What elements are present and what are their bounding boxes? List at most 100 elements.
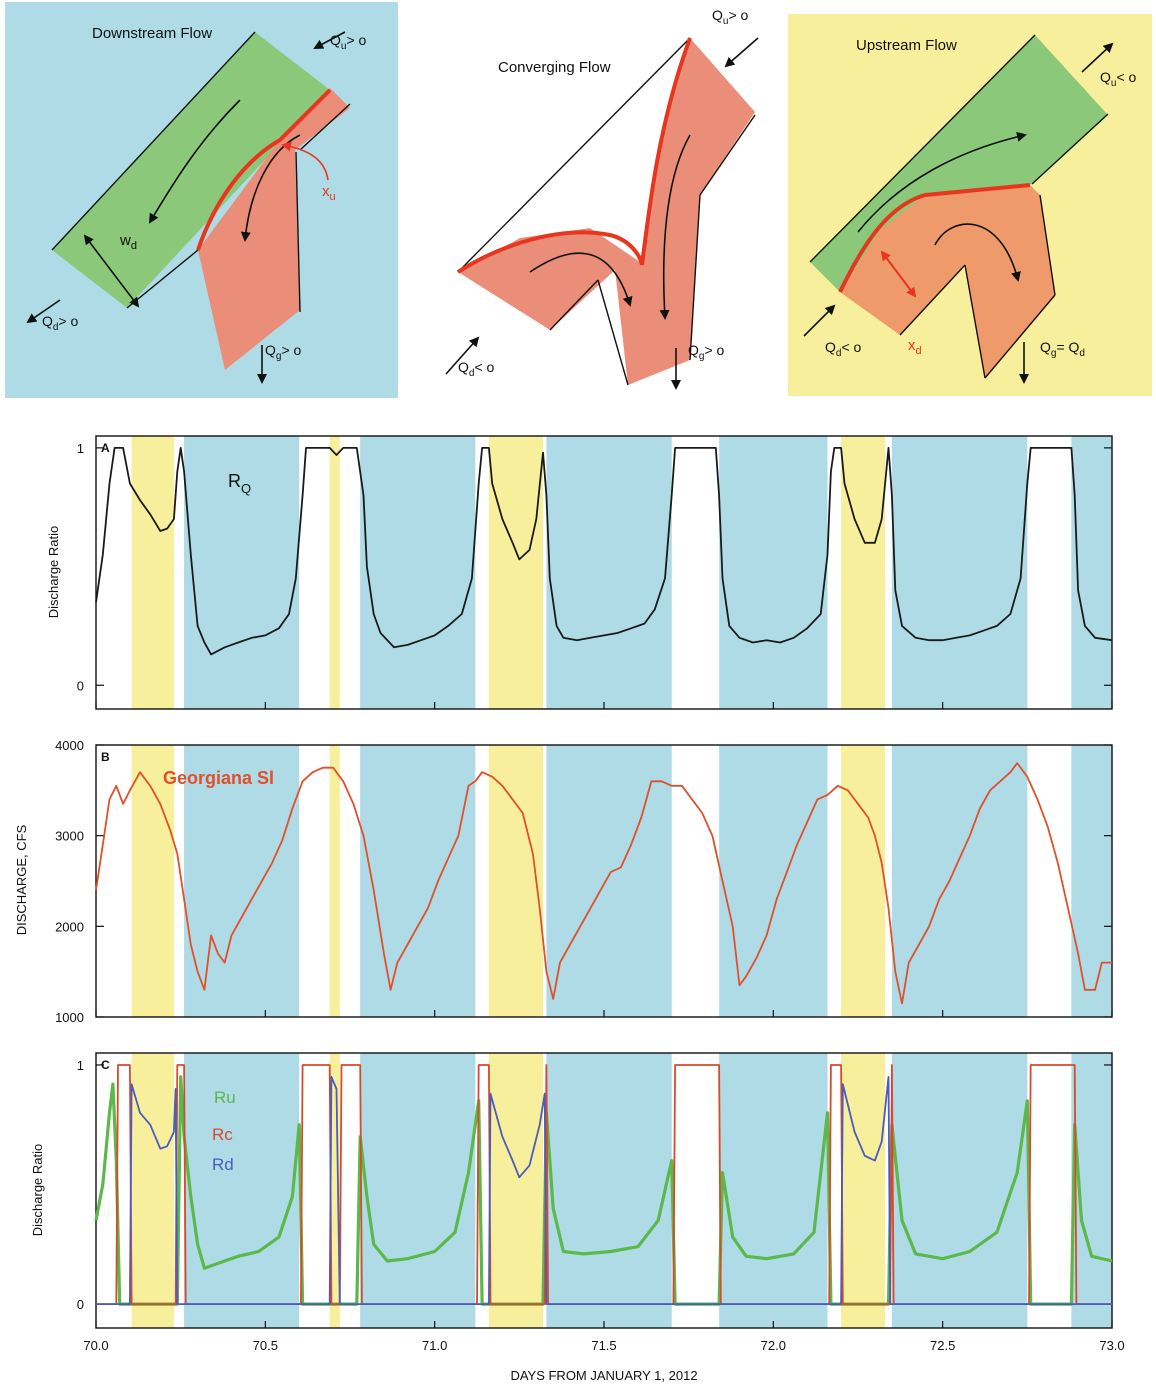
downstream-bank-upper xyxy=(51,31,256,251)
upstream-qg-label: Qg= Qd xyxy=(1040,339,1085,359)
upstream-front-line xyxy=(838,183,1031,293)
panel-c-shade-blue-5 xyxy=(1071,1053,1112,1328)
panel-c-letter: C xyxy=(101,1058,110,1072)
downstream-front-line xyxy=(196,88,332,251)
panel-b-shading xyxy=(131,745,1112,1017)
converging-bank-lower-b xyxy=(597,279,629,386)
x-tick-label-5: 72.5 xyxy=(930,1338,955,1353)
panel-a-shading xyxy=(131,436,1112,709)
panel-a-shade-yellow-0 xyxy=(131,436,174,709)
x-axis-label: DAYS FROM JANUARY 1, 2012 xyxy=(510,1368,697,1383)
legend-ru: Ru xyxy=(214,1088,236,1107)
panel-a-shade-blue-0 xyxy=(184,436,300,709)
converging-right-arrow xyxy=(659,134,691,320)
panel-a-shade-yellow-3 xyxy=(841,436,886,709)
panel-a-ytick-label-1: 1 xyxy=(77,441,84,456)
downstream-qg-label: Qg> o xyxy=(265,342,302,362)
panel-c-xticks: 70.0 70.5 71.0 71.5 72.0 72.5 73.0 xyxy=(83,1338,1124,1353)
panel-a-letter: A xyxy=(101,441,110,455)
panel-b-series-georgiana-sl xyxy=(95,762,1112,1005)
converging-bank-right-b xyxy=(689,194,701,361)
downstream-qu-arrow xyxy=(313,31,346,49)
converging-qg-label: Qg> o xyxy=(688,342,725,362)
downstream-title: Downstream Flow xyxy=(92,25,212,42)
converging-channel xyxy=(458,38,755,385)
upstream-title: Upstream Flow xyxy=(856,37,957,54)
legend-rc: Rc xyxy=(212,1125,233,1144)
panel-b-ticks: 1000 2000 3000 4000 xyxy=(55,738,1113,1025)
panel-c: 0 1 C Discharge Ratio Ru Rc Rd 70.0 70.5 71… xyxy=(30,1052,1125,1383)
converging-qd-arrow xyxy=(445,336,480,375)
upstream-bank-lower xyxy=(1031,113,1109,185)
panel-b-shade-blue-0 xyxy=(184,745,300,1017)
downstream-flow-arrow xyxy=(148,99,241,224)
x-tick-label-0: 70.0 xyxy=(83,1338,108,1353)
panel-a-shade-blue-1 xyxy=(360,436,476,709)
panel-c-shade-yellow-1 xyxy=(329,1053,340,1328)
panel-b-ylabel: DISCHARGE, CFS xyxy=(14,824,29,935)
panel-c-shade-blue-3 xyxy=(719,1053,828,1328)
downstream-qd-arrow xyxy=(26,299,61,324)
panel-a-series-rq xyxy=(95,447,1113,656)
upstream-branch-bank-a xyxy=(1039,194,1056,296)
panel-c-shading xyxy=(131,1053,1112,1328)
downstream-branch-arrow xyxy=(240,134,301,242)
converging-front-left xyxy=(456,230,644,274)
panel-a-ticks: 01 xyxy=(77,441,1113,709)
panel-c-ytick-label-1: 1 xyxy=(77,1058,84,1073)
panel-a-series-label: RQ xyxy=(228,471,251,496)
x-tick-label-6: 73.0 xyxy=(1099,1338,1124,1353)
panel-a-shade-blue-3 xyxy=(719,436,828,709)
panel-b-ytick-label-0: 1000 xyxy=(55,1010,84,1025)
diagram-upstream: Upstream Flow Qu< o Qd< o Qg= Qd xd xyxy=(788,14,1152,396)
upstream-qd-label: Qd< o xyxy=(825,339,862,359)
panel-a-ytick-label-0: 0 xyxy=(77,678,84,693)
panel-b-shade-yellow-2 xyxy=(488,745,544,1017)
panel-c-shade-yellow-3 xyxy=(841,1053,886,1328)
downstream-branch-channel xyxy=(198,88,350,370)
upstream-qu-arrow xyxy=(1081,42,1114,73)
panel-c-shade-blue-0 xyxy=(184,1053,300,1328)
converging-bank-right-a xyxy=(699,114,756,196)
panel-c-ytick-label-0: 0 xyxy=(77,1297,84,1312)
panel-b-shade-blue-3 xyxy=(719,745,828,1017)
x-tick-label-2: 71.0 xyxy=(422,1338,447,1353)
panel-b-shade-blue-1 xyxy=(360,745,476,1017)
upstream-branch-arrow xyxy=(934,223,1021,282)
downstream-branch-bank xyxy=(295,151,301,313)
panel-b-shade-blue-4 xyxy=(891,745,1028,1017)
panel-a-ylabel: Discharge Ratio xyxy=(46,526,61,619)
diagram-converging: Converging Flow Qu> o Qd< o Qg> o xyxy=(445,7,759,390)
downstream-xu-label: xu xyxy=(322,183,336,203)
upstream-xd-label: xd xyxy=(908,337,922,357)
panel-b-letter: B xyxy=(101,750,110,764)
panel-c-shade-blue-2 xyxy=(546,1053,672,1328)
panel-b-ytick-label-3: 4000 xyxy=(55,738,84,753)
upstream-bank-upper xyxy=(809,34,1036,263)
x-tick-label-3: 71.5 xyxy=(591,1338,616,1353)
converging-qu-label: Qu> o xyxy=(712,7,749,27)
downstream-qd-label: Qd> o xyxy=(42,313,79,333)
panel-c-shade-yellow-0 xyxy=(131,1053,174,1328)
panel-b-ytick-label-1: 2000 xyxy=(55,919,84,934)
upstream-branch-bank-b xyxy=(984,294,1056,379)
converging-front-right xyxy=(640,37,692,266)
panel-b-shade-yellow-3 xyxy=(841,745,886,1017)
x-tick-label-1: 70.5 xyxy=(253,1338,278,1353)
panel-c-series-ru xyxy=(94,1075,1113,1306)
panel-b: 1000 2000 3000 4000 B DISCHARGE, CFS Georgi… xyxy=(14,738,1113,1025)
downstream-bank-lower-b xyxy=(299,103,351,151)
panel-c-ylabel: Discharge Ratio xyxy=(30,1144,45,1237)
downstream-width-label: wd xyxy=(119,232,137,252)
downstream-xu-arrow xyxy=(281,141,329,181)
panel-b-shade-blue-5 xyxy=(1071,745,1112,1017)
panel-c-shade-blue-4 xyxy=(891,1053,1028,1328)
diagram-downstream: Downstream Flow Qu> o Qd> o Qg> o wd xu xyxy=(5,2,398,398)
x-tick-label-4: 72.0 xyxy=(761,1338,786,1353)
panel-a-series xyxy=(95,447,1113,656)
converging-bank-lower-a xyxy=(549,279,599,331)
upstream-branch-bank-d xyxy=(964,264,986,379)
panel-b-shade-yellow-1 xyxy=(329,745,340,1017)
upstream-qu-label: Qu< o xyxy=(1100,69,1137,89)
